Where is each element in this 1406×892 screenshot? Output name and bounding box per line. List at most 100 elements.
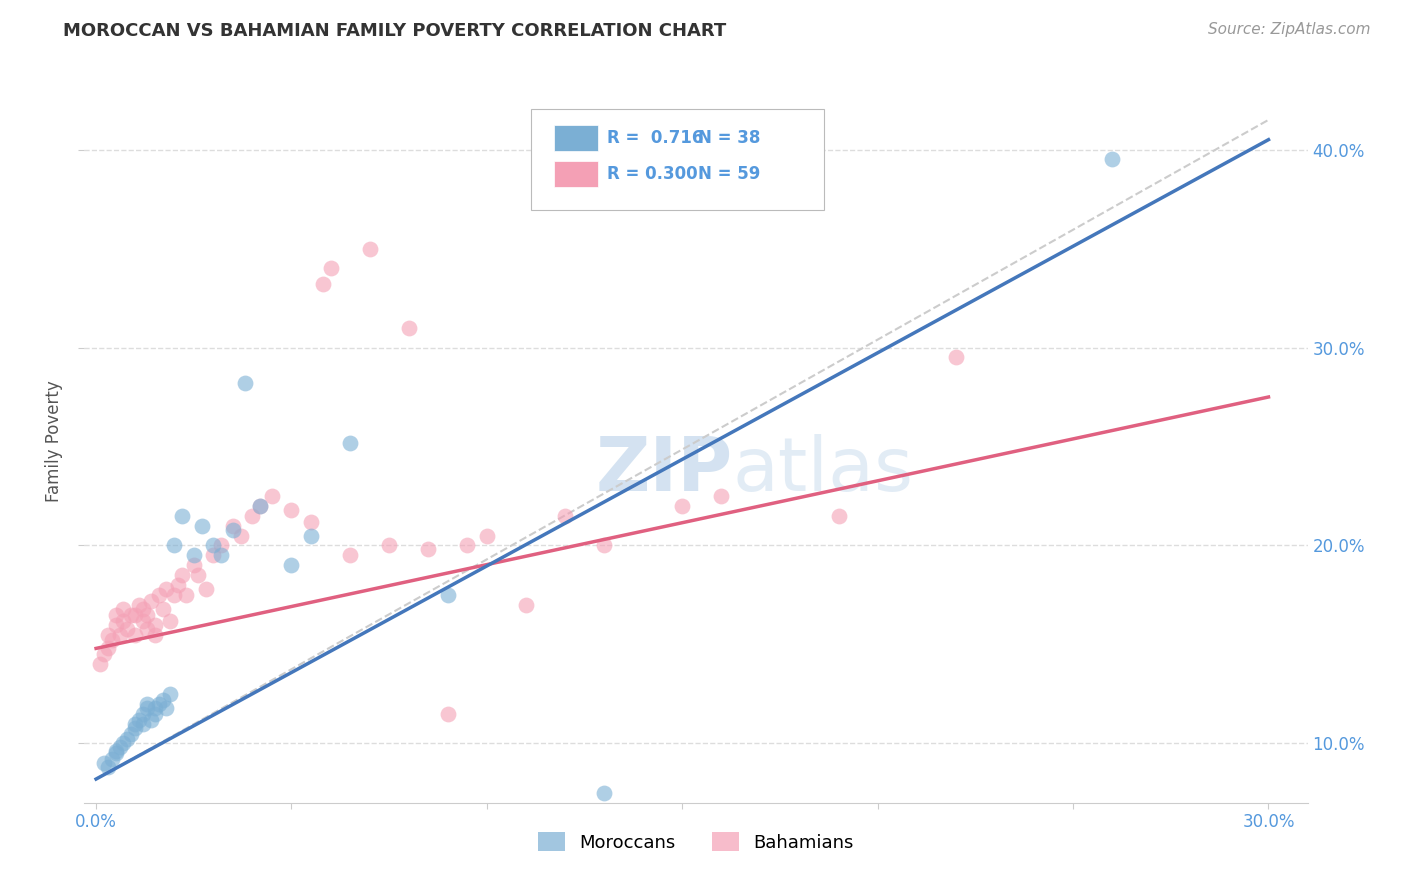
Point: [143, 706, 166, 721]
Point: [132, 602, 155, 616]
Text: atlas: atlas: [733, 434, 914, 507]
Point: [128, 598, 150, 612]
Point: [100, 633, 122, 648]
Point: [152, 693, 174, 707]
Point: [135, 607, 157, 622]
Point: [132, 614, 155, 628]
Point: [108, 627, 131, 641]
Point: [139, 713, 162, 727]
Point: [97, 760, 120, 774]
Point: [249, 499, 271, 513]
Point: [398, 320, 420, 334]
Point: [143, 617, 166, 632]
Point: [104, 744, 127, 758]
Text: N = 59: N = 59: [699, 165, 761, 183]
Point: [155, 582, 177, 596]
Point: [97, 641, 120, 656]
Point: [436, 706, 458, 721]
Point: [436, 588, 458, 602]
Point: [339, 549, 361, 563]
Point: [104, 617, 127, 632]
Point: [124, 607, 146, 622]
Point: [671, 499, 693, 513]
Point: [159, 687, 181, 701]
Point: [515, 598, 537, 612]
Point: [100, 752, 122, 766]
Point: [827, 508, 849, 523]
Point: [132, 706, 155, 721]
Point: [143, 627, 166, 641]
Point: [143, 700, 166, 714]
Point: [135, 700, 157, 714]
Point: [339, 435, 361, 450]
Point: [152, 602, 174, 616]
Point: [593, 786, 616, 800]
Point: [93, 756, 115, 771]
Point: [187, 568, 209, 582]
Point: [209, 539, 232, 553]
Point: [117, 622, 139, 636]
Text: R =  0.716: R = 0.716: [606, 129, 703, 147]
Point: [163, 539, 186, 553]
Point: [170, 508, 193, 523]
Point: [124, 627, 146, 641]
Point: [202, 549, 225, 563]
Point: [135, 622, 157, 636]
Point: [280, 558, 302, 573]
Text: Source: ZipAtlas.com: Source: ZipAtlas.com: [1208, 22, 1371, 37]
Text: R = 0.300: R = 0.300: [606, 165, 697, 183]
FancyBboxPatch shape: [531, 109, 824, 211]
Point: [299, 528, 322, 542]
Point: [593, 539, 616, 553]
Point: [124, 716, 146, 731]
Point: [159, 614, 181, 628]
Point: [117, 732, 139, 747]
Point: [222, 518, 245, 533]
Point: [104, 607, 127, 622]
Point: [710, 489, 733, 503]
Legend: Moroccans, Bahamians: Moroccans, Bahamians: [531, 825, 860, 859]
Point: [378, 539, 401, 553]
Point: [112, 614, 135, 628]
Point: [194, 582, 217, 596]
FancyBboxPatch shape: [554, 161, 598, 187]
Point: [124, 721, 146, 735]
Point: [132, 716, 155, 731]
Y-axis label: Family Poverty: Family Poverty: [45, 381, 63, 502]
Point: [104, 747, 127, 761]
Point: [209, 549, 232, 563]
Point: [1101, 153, 1123, 167]
Point: [229, 528, 252, 542]
Point: [167, 578, 190, 592]
Point: [170, 568, 193, 582]
Text: ZIP: ZIP: [595, 434, 733, 507]
FancyBboxPatch shape: [554, 125, 598, 151]
Text: MOROCCAN VS BAHAMIAN FAMILY POVERTY CORRELATION CHART: MOROCCAN VS BAHAMIAN FAMILY POVERTY CORR…: [63, 22, 727, 40]
Point: [183, 558, 205, 573]
Point: [554, 508, 576, 523]
Point: [249, 499, 271, 513]
Point: [359, 242, 381, 256]
Point: [222, 523, 245, 537]
Point: [174, 588, 197, 602]
Point: [945, 351, 967, 365]
Point: [89, 657, 111, 672]
Point: [120, 726, 142, 740]
Point: [155, 700, 177, 714]
Point: [312, 277, 335, 292]
Point: [319, 261, 342, 276]
Point: [260, 489, 283, 503]
Point: [242, 508, 264, 523]
Point: [108, 740, 131, 755]
Point: [120, 607, 142, 622]
Text: N = 38: N = 38: [699, 129, 761, 147]
Point: [183, 549, 205, 563]
Point: [135, 697, 157, 711]
Point: [233, 376, 256, 391]
Point: [418, 542, 440, 557]
Point: [112, 736, 135, 750]
Point: [97, 627, 120, 641]
Point: [148, 697, 170, 711]
Point: [202, 539, 225, 553]
Point: [456, 539, 478, 553]
